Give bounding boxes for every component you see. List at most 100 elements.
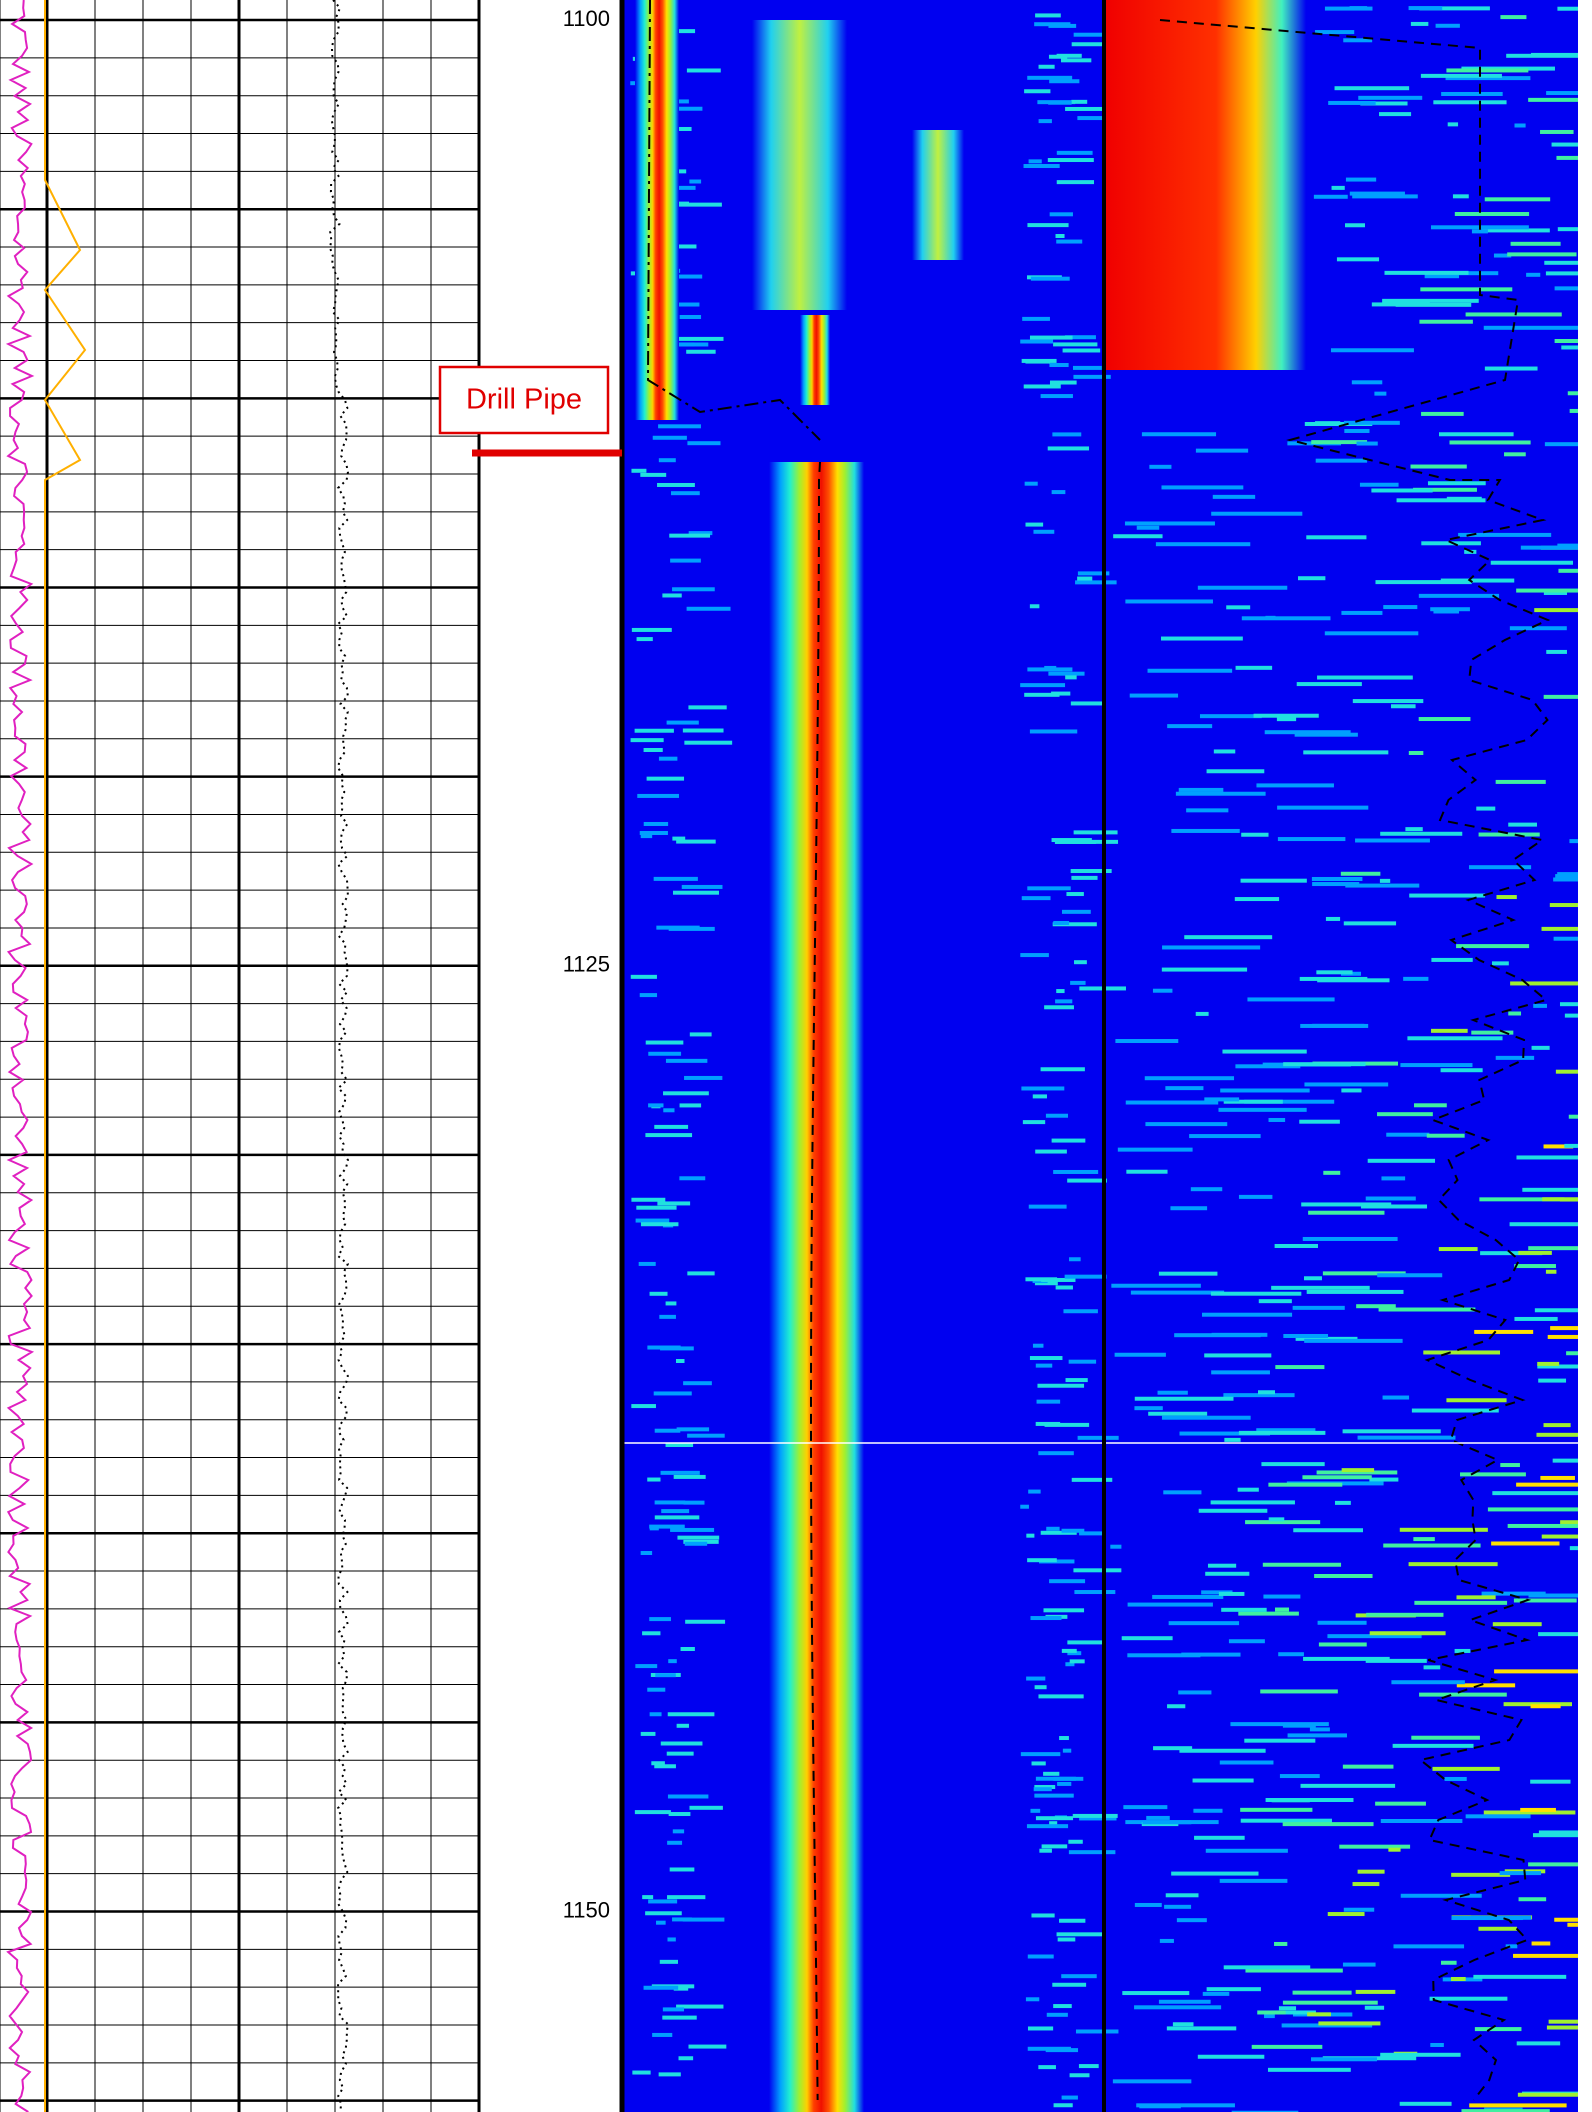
streak xyxy=(1518,1250,1552,1255)
streak xyxy=(1277,837,1346,842)
streak xyxy=(1365,1658,1427,1663)
streak xyxy=(1510,241,1561,246)
streak xyxy=(1371,488,1433,493)
streak xyxy=(1487,1507,1578,1512)
streak xyxy=(1494,1669,1578,1674)
streak xyxy=(1450,1976,1466,1981)
streak xyxy=(1038,64,1055,69)
streak xyxy=(675,336,724,341)
streak xyxy=(1032,1094,1047,1099)
streak xyxy=(1046,2012,1068,2017)
streak xyxy=(682,1917,725,1922)
streak xyxy=(1500,1463,1520,1468)
depth-label: 1125 xyxy=(563,952,610,977)
annotation: Drill Pipe xyxy=(466,384,582,416)
streak xyxy=(1484,197,1551,202)
streak xyxy=(1355,838,1430,843)
streak xyxy=(667,1840,683,1845)
depth-label: 1100 xyxy=(563,6,610,31)
streak xyxy=(1379,112,1412,117)
streak xyxy=(1270,2010,1316,2015)
streak xyxy=(1538,1632,1578,1637)
streak xyxy=(1275,1365,1325,1370)
streak xyxy=(1077,571,1110,576)
streak xyxy=(649,1617,671,1622)
streak xyxy=(1034,1784,1056,1789)
streak xyxy=(658,458,676,463)
streak xyxy=(1049,1579,1086,1584)
streak xyxy=(1410,464,1467,469)
streak xyxy=(1024,481,1038,486)
streak xyxy=(1414,1103,1447,1108)
streak xyxy=(1496,895,1517,900)
streak xyxy=(1061,909,1091,914)
streak xyxy=(1228,1639,1265,1644)
streak xyxy=(1064,1274,1107,1279)
streak xyxy=(667,1794,709,1799)
streak xyxy=(1073,830,1118,835)
streak xyxy=(1020,1752,1061,1757)
streak xyxy=(1283,1333,1329,1338)
streak xyxy=(1556,155,1578,160)
streak xyxy=(1377,1273,1443,1278)
streak xyxy=(1508,822,1537,827)
streak xyxy=(1205,1848,1288,1853)
streak xyxy=(1168,1621,1240,1626)
streak xyxy=(669,533,711,538)
streak xyxy=(664,342,709,347)
streak xyxy=(1366,1612,1444,1617)
streak xyxy=(1241,832,1269,837)
streak xyxy=(1061,1528,1085,1533)
streak xyxy=(1033,529,1055,534)
streak xyxy=(1070,701,1105,706)
streak xyxy=(658,756,678,761)
streak xyxy=(1030,276,1070,281)
streak xyxy=(1060,58,1092,63)
streak xyxy=(657,274,703,279)
streak xyxy=(665,1443,694,1448)
streak xyxy=(1405,827,1423,832)
streak xyxy=(1439,432,1514,437)
streak xyxy=(654,1428,681,1433)
streak xyxy=(1028,159,1042,164)
streak xyxy=(1323,1170,1341,1175)
streak xyxy=(679,1176,706,1181)
streak xyxy=(1516,1482,1578,1487)
streak xyxy=(1315,421,1341,426)
streak xyxy=(1204,1353,1272,1358)
streak xyxy=(1026,1676,1046,1681)
streak xyxy=(1213,749,1236,754)
streak xyxy=(653,1391,692,1396)
streak xyxy=(1537,1364,1578,1369)
streak xyxy=(681,884,723,889)
streak xyxy=(1552,1458,1578,1463)
pipe-band xyxy=(752,20,847,310)
streak xyxy=(1513,1953,1578,1958)
streak xyxy=(1230,1722,1329,1727)
streak xyxy=(1028,1489,1041,1494)
streak xyxy=(646,776,685,781)
streak xyxy=(661,1509,690,1514)
streak xyxy=(1240,878,1307,883)
streak xyxy=(1460,1472,1526,1477)
streak xyxy=(1148,1411,1208,1416)
streak xyxy=(1263,1594,1301,1599)
streak xyxy=(1418,717,1471,722)
streak xyxy=(1053,1169,1099,1174)
streak xyxy=(1035,1816,1074,1821)
streak xyxy=(1544,442,1578,447)
streak xyxy=(1055,999,1073,1004)
streak xyxy=(1071,42,1116,47)
streak xyxy=(1165,1086,1204,1091)
streak xyxy=(1492,1622,1542,1627)
streak xyxy=(1063,1309,1098,1314)
streak xyxy=(1265,1798,1354,1803)
streak xyxy=(1155,542,1251,547)
streak xyxy=(636,1205,677,1210)
streak xyxy=(1277,805,1369,810)
streak xyxy=(1238,1611,1299,1616)
streak xyxy=(1071,99,1088,104)
streak xyxy=(1516,1155,1578,1160)
streak xyxy=(1483,1810,1576,1815)
streak xyxy=(1546,649,1567,654)
